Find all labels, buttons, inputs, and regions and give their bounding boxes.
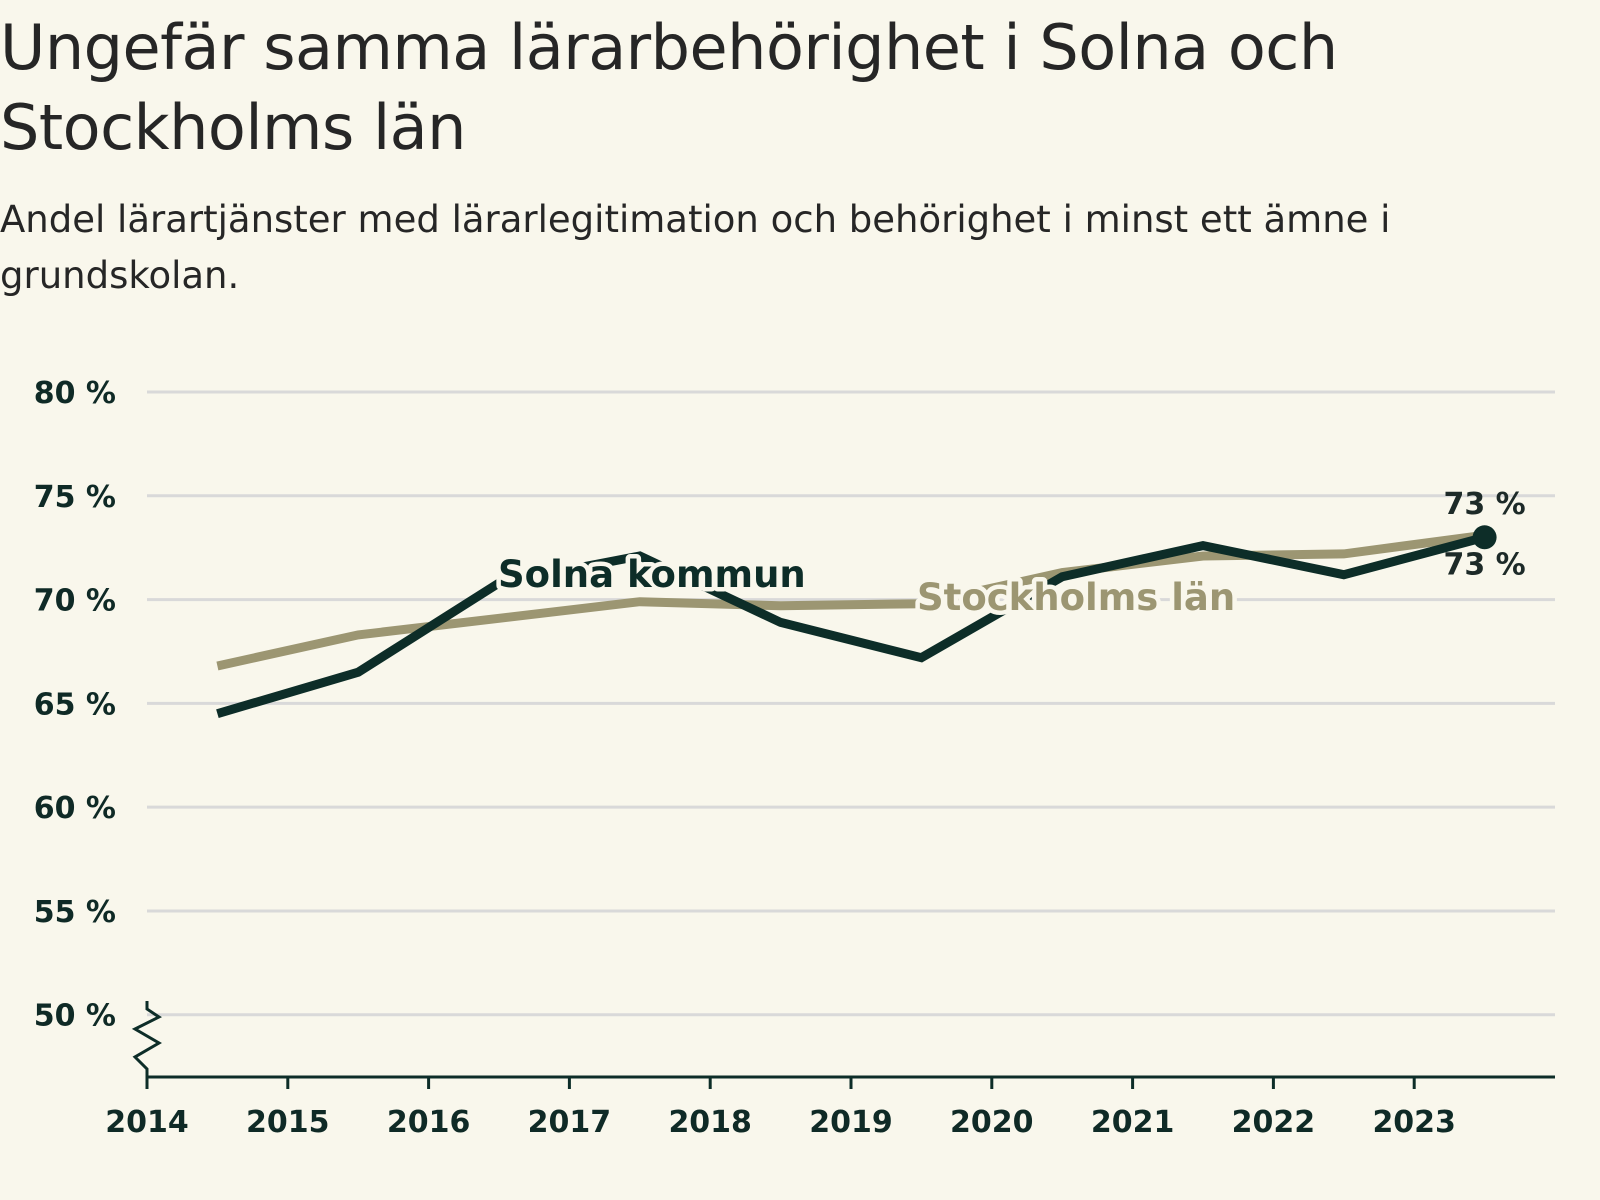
y-tick-label: 80 % (34, 376, 116, 411)
y-tick-label: 60 % (34, 791, 116, 826)
x-tick-label: 2023 (1372, 1105, 1456, 1140)
chart-title: Ungefär samma lärarbehörighet i Solna oc… (0, 11, 1338, 164)
stockholm-series-label: Stockholms län (917, 576, 1235, 619)
x-tick-label: 2021 (1091, 1105, 1175, 1140)
chart-subtitle: Andel lärartjänster med lärarlegitimatio… (0, 198, 1391, 297)
x-tick-label: 2014 (105, 1105, 189, 1140)
y-tick-label: 50 % (34, 999, 116, 1034)
end-point-marker (1472, 525, 1497, 550)
x-tick-label: 2020 (950, 1105, 1034, 1140)
y-tick-label: 70 % (34, 584, 116, 619)
x-tick-label: 2016 (387, 1105, 471, 1140)
x-tick-label: 2017 (528, 1105, 612, 1140)
stockholm-end-label: 73 % (1443, 487, 1525, 522)
solna-line (216, 532, 1486, 719)
y-axis-break-icon (131, 1001, 162, 1077)
x-tick-label: 2015 (246, 1105, 330, 1140)
y-tick-label: 55 % (34, 895, 116, 930)
solna-end-label: 73 % (1443, 547, 1525, 582)
y-tick-label: 65 % (34, 687, 116, 722)
x-tick-label: 2019 (809, 1105, 893, 1140)
y-tick-label: 75 % (34, 480, 116, 515)
solna-series-label: Solna kommun (498, 553, 806, 596)
x-tick-label: 2022 (1232, 1105, 1316, 1140)
x-tick-label: 2018 (668, 1105, 752, 1140)
